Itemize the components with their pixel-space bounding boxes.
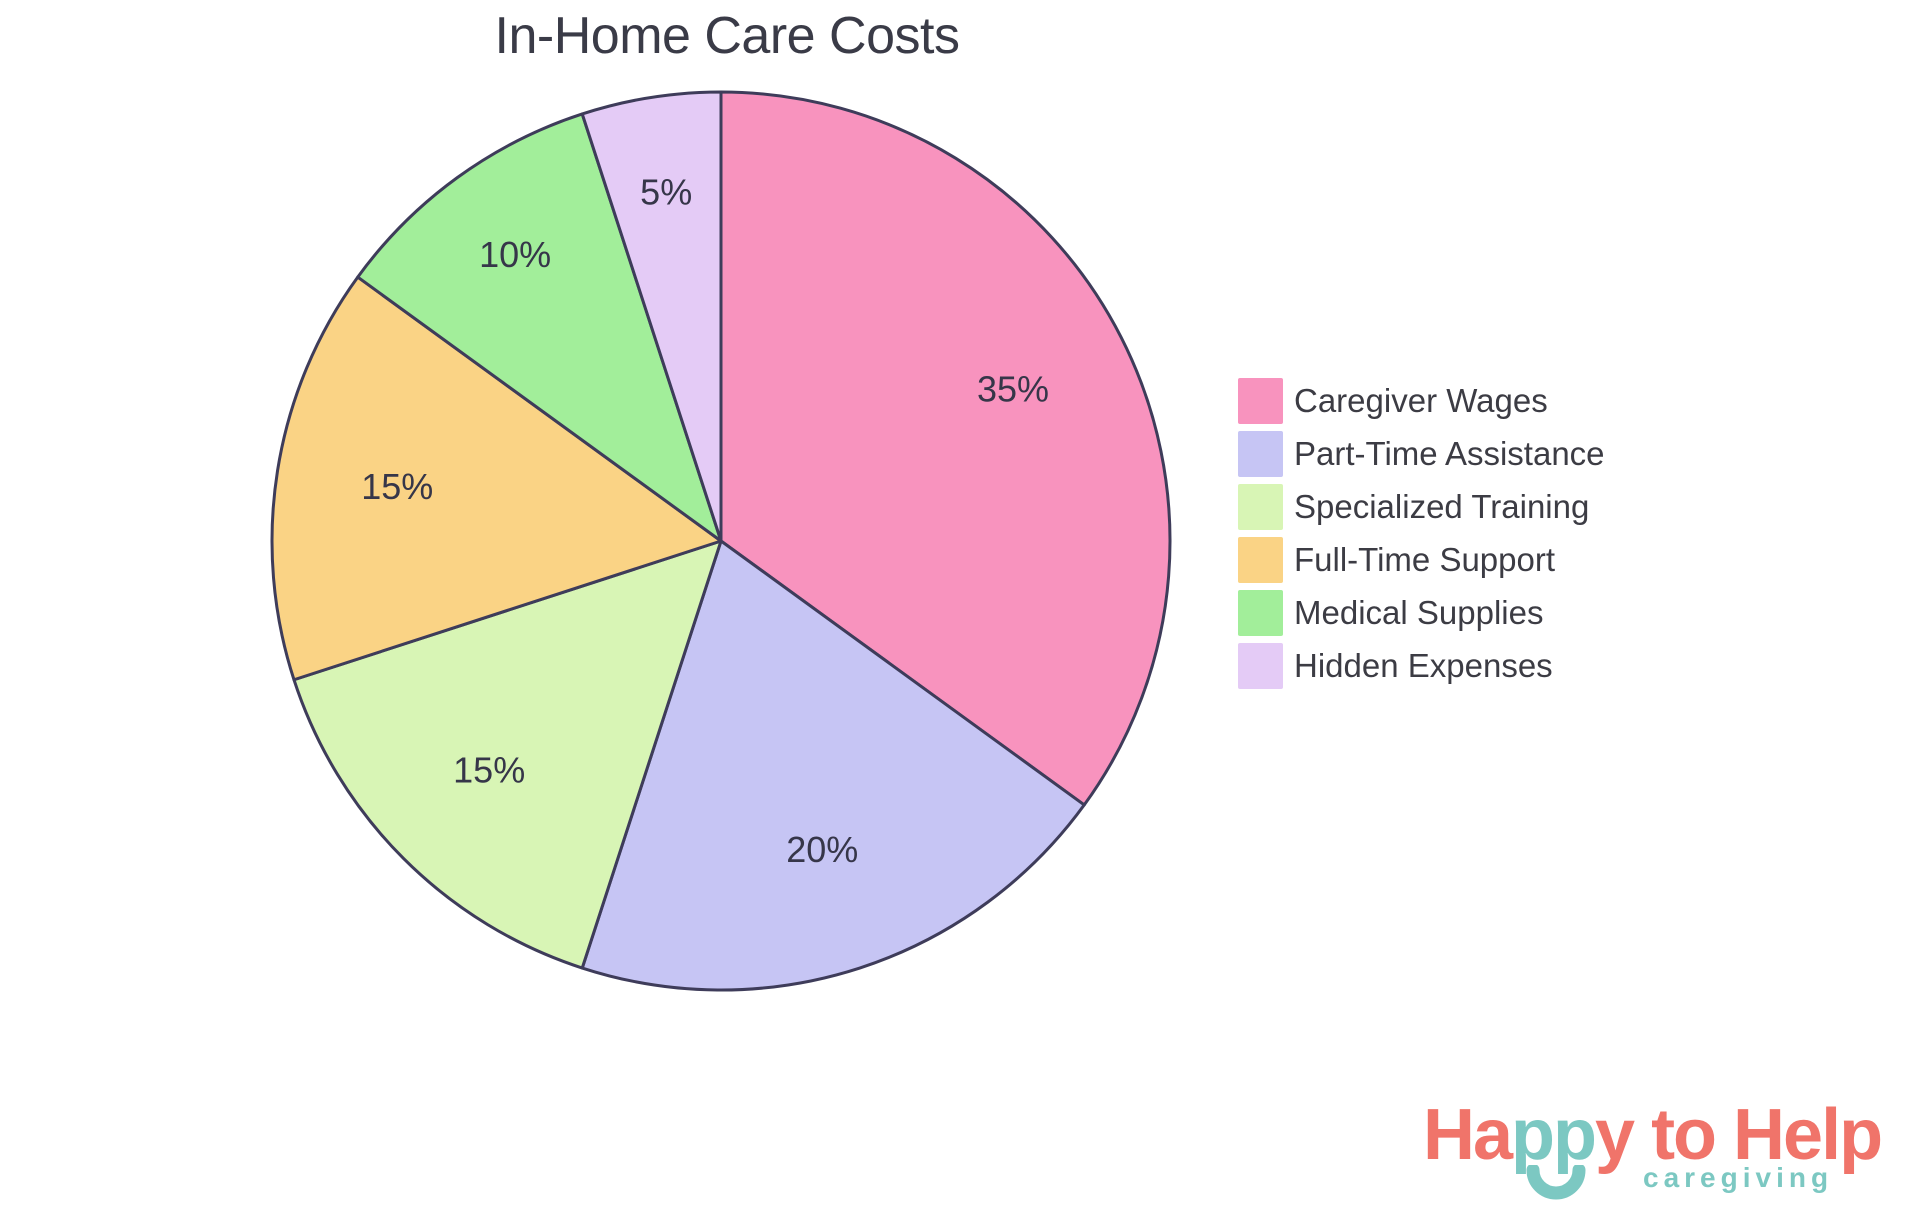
legend-label: Full-Time Support (1294, 541, 1556, 578)
brand-word-end: y to Help (1595, 1095, 1883, 1175)
legend-swatch (1238, 378, 1283, 424)
pie-slice-caregiver-wages (719, 90, 1172, 807)
legend-swatch (1238, 643, 1283, 689)
legend-label: Hidden Expenses (1294, 647, 1553, 684)
legend-swatch (1238, 537, 1283, 583)
legend-item: Full-Time Support (1238, 537, 1605, 583)
legend-label: Specialized Training (1294, 488, 1590, 525)
pie-slice-hidden-expenses (580, 90, 723, 543)
pie-slice-specialized-training (292, 539, 723, 970)
pie-slice-percent-label: 35% (977, 369, 1049, 410)
legend-item: Medical Supplies (1238, 590, 1605, 636)
brand-logo: Happy to Help caregiving (1423, 1099, 1883, 1200)
pie-slice-percent-label: 5% (640, 172, 692, 213)
smile-icon (1526, 1165, 1586, 1200)
pie-slice-percent-label: 15% (361, 466, 433, 507)
brand-tagline: caregiving (1643, 1162, 1834, 1193)
brand-logo-wordmark: Happy to Help (1423, 1099, 1883, 1171)
legend-item: Hidden Expenses (1238, 643, 1605, 689)
legend-item: Part-Time Assistance (1238, 431, 1605, 477)
legend-swatch (1238, 484, 1283, 530)
legend-item: Caregiver Wages (1238, 378, 1605, 424)
brand-word-mid: pp (1511, 1095, 1597, 1175)
pie-slice-percent-label: 10% (479, 234, 551, 275)
chart-title: In-Home Care Costs (494, 7, 960, 65)
legend-item: Specialized Training (1238, 484, 1605, 530)
brand-word-start: Ha (1423, 1095, 1513, 1175)
legend-swatch (1238, 590, 1283, 636)
pie-slice-part-time-assistance (580, 539, 1086, 992)
pie-slice-medical-supplies (356, 112, 723, 543)
pie-slice-full-time-support (270, 275, 723, 682)
legend-swatch (1238, 431, 1283, 477)
pie-slice-percent-label: 15% (453, 749, 525, 790)
legend-label: Caregiver Wages (1294, 382, 1548, 419)
legend: Caregiver Wages Part-Time Assistance Spe… (1238, 378, 1605, 696)
pie-slice-percent-label: 20% (786, 829, 858, 870)
legend-label: Part-Time Assistance (1294, 435, 1605, 472)
legend-label: Medical Supplies (1294, 594, 1544, 631)
